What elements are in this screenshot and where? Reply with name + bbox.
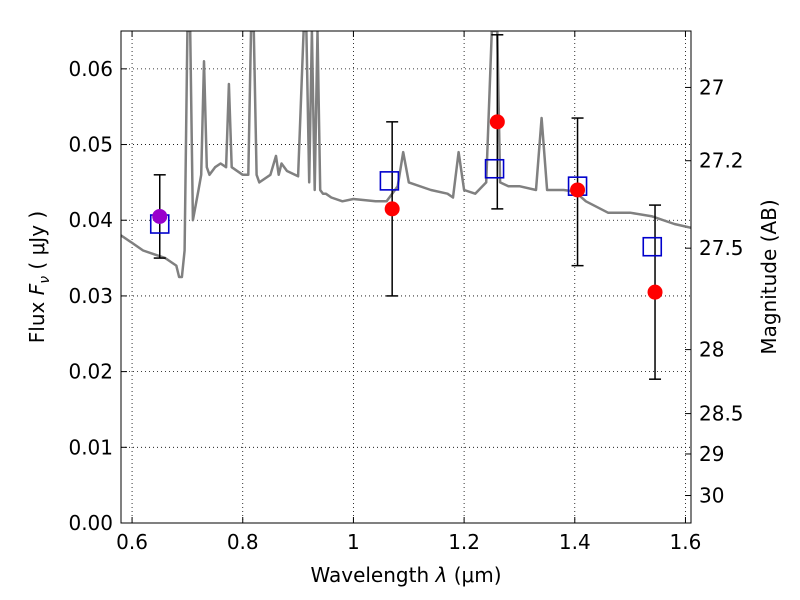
y-tick-label: 0.03 xyxy=(68,284,113,308)
x-axis-symbol: λ xyxy=(435,563,448,587)
y2-tick-label: 27.2 xyxy=(699,149,744,173)
observed-point xyxy=(489,114,505,130)
x-tick-label: 1.6 xyxy=(670,530,702,554)
plot-frame xyxy=(120,30,692,524)
y-tick-label: 0.02 xyxy=(68,360,113,384)
x-tick-label: 0.8 xyxy=(227,530,259,554)
y2-tick-label: 27.5 xyxy=(699,236,744,260)
observed-point xyxy=(152,208,168,224)
x-axis-label-text: Wavelength xyxy=(310,563,429,587)
y-tick-label: 0.01 xyxy=(68,435,113,459)
plot-background xyxy=(121,31,691,523)
y-axis-symbol: F xyxy=(25,283,49,295)
y2-axis-label: Magnitude (AB) xyxy=(757,199,781,354)
y-tick-label: 0.00 xyxy=(68,511,113,535)
x-tick-label: 1.4 xyxy=(559,530,591,554)
x-tick-label: 1.2 xyxy=(448,530,480,554)
model-spectrum-line xyxy=(121,31,691,279)
y-axis-unit: ( μJy ) xyxy=(25,211,49,270)
y2-tick-label: 27 xyxy=(699,75,724,99)
y-tick-label: 0.05 xyxy=(68,133,113,157)
observed-points xyxy=(152,114,663,300)
x-tick-label: 0.6 xyxy=(116,530,148,554)
y-axis-ticks: 0.00 0.01 0.02 0.03 0.04 0.05 0.06 xyxy=(68,57,127,535)
y2-axis-ticks: 27 27.2 27.5 28 28.5 29 30 xyxy=(685,75,744,508)
model-point-square xyxy=(379,171,400,191)
x-axis-unit: (μm) xyxy=(454,563,502,587)
observed-point xyxy=(570,182,586,198)
x-axis-ticks: 0.6 0.8 1 1.2 1.4 1.6 xyxy=(116,31,701,554)
model-point-square xyxy=(642,236,663,257)
y2-tick-label: 28.5 xyxy=(699,402,744,426)
y-axis-label-text: Flux xyxy=(25,301,49,343)
y-axis-label: Flux Fν ( μJy ) xyxy=(25,211,53,343)
y2-tick-label: 28 xyxy=(699,338,724,362)
observed-point xyxy=(384,201,400,217)
model-spectrum-layer xyxy=(121,31,691,279)
x-axis-label: Wavelength λ (μm) xyxy=(310,563,501,587)
model-points xyxy=(149,158,663,257)
y2-tick-label: 30 xyxy=(699,484,724,508)
model-point-square xyxy=(484,158,505,179)
observed-point xyxy=(647,284,663,300)
y-tick-label: 0.04 xyxy=(68,208,113,232)
y2-tick-label: 29 xyxy=(699,442,724,466)
y-tick-label: 0.06 xyxy=(68,57,113,81)
x-tick-label: 1 xyxy=(347,530,360,554)
y-axis-subscript: ν xyxy=(37,276,53,284)
